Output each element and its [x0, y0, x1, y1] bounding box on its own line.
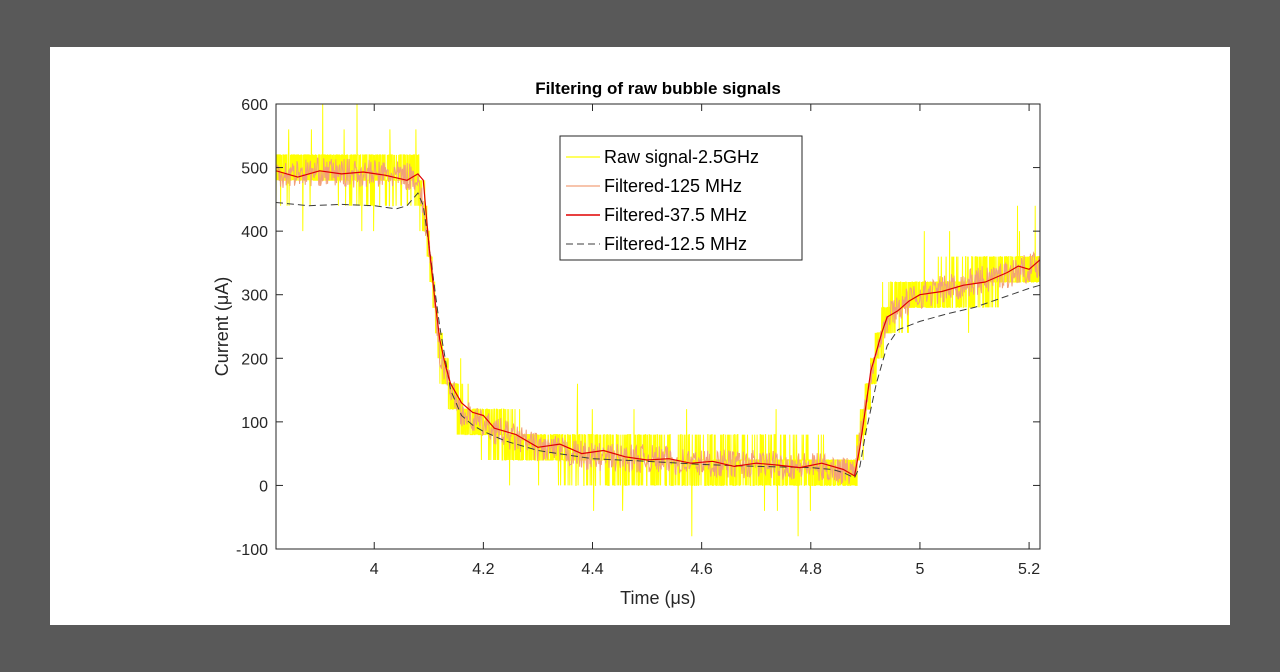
data-layer — [276, 104, 1040, 537]
legend-box — [559, 135, 803, 261]
legend-label-12-5mhz: Filtered-12.5 MHz — [604, 234, 747, 254]
x-tick-label: 4.6 — [691, 561, 713, 578]
legend-label-raw: Raw signal-2.5GHz — [604, 147, 759, 167]
x-tick-label: 4.2 — [472, 561, 494, 578]
y-axis-label: Current (μA) — [212, 277, 232, 376]
series-raw-signal-2-5ghz — [276, 104, 1040, 537]
y-tick-label: -100 — [236, 542, 268, 559]
series-filtered-125-mhz — [276, 157, 1040, 485]
chart-title: Filtering of raw bubble signals — [535, 79, 781, 98]
y-tick-label: 500 — [241, 161, 268, 178]
chart-svg: 4 4.2 4.4 4.6 4.8 5 5.2 -100 0 100 200 300 400 500 600… — [212, 79, 1041, 608]
legend-label-125mhz: Filtered-125 MHz — [604, 176, 742, 196]
ticks-group: 4 4.2 4.4 4.6 4.8 5 5.2 -100 0 100 200 300 400 500 600 — [236, 97, 1040, 578]
x-tick-label: 5.2 — [1018, 561, 1040, 578]
plot-clip-group — [276, 104, 1040, 537]
x-tick-label: 4.4 — [581, 561, 603, 578]
y-tick-label: 200 — [241, 351, 268, 368]
y-tick-label: 600 — [241, 97, 268, 114]
y-tick-label: 300 — [241, 288, 268, 305]
figure-canvas: 4 4.2 4.4 4.6 4.8 5 5.2 -100 0 100 200 300 400 500 600… — [50, 47, 1230, 625]
series-filtered-12-5-mhz — [276, 192, 1040, 479]
y-tick-label: 0 — [259, 478, 268, 495]
x-axis-label: Time (μs) — [620, 588, 696, 608]
y-tick-label: 400 — [241, 224, 268, 241]
x-tick-label: 4 — [370, 561, 379, 578]
y-tick-label: 100 — [241, 415, 268, 432]
x-tick-label: 4.8 — [800, 561, 822, 578]
axes-box — [275, 103, 1041, 550]
series-filtered-37-5-mhz — [276, 170, 1040, 477]
x-tick-label: 5 — [915, 561, 924, 578]
legend-label-37-5mhz: Filtered-37.5 MHz — [604, 205, 747, 225]
legend: Raw signal-2.5GHz Filtered-125 MHz Filte… — [559, 135, 803, 261]
